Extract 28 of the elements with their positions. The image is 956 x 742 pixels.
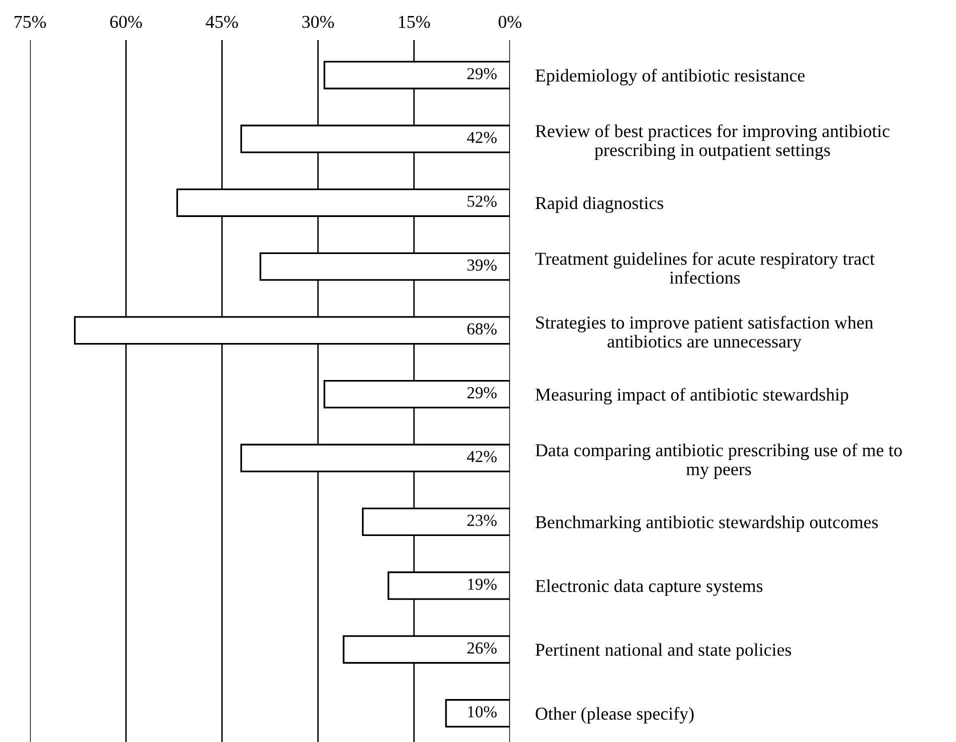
x-tick-label: 75%	[14, 16, 46, 28]
data-label: 29%	[467, 68, 497, 80]
x-tick-label: 15%	[399, 16, 430, 28]
x-tick-label: 0%	[498, 16, 522, 28]
data-label: 39%	[467, 259, 497, 271]
data-label: 29%	[467, 387, 497, 398]
data-label: 23%	[467, 514, 497, 526]
data-label: 19%	[468, 578, 497, 590]
y-tick-label: Treatment guidelines for acute respiratory tract infections	[535, 252, 875, 284]
data-label: 26%	[467, 642, 497, 654]
data-label: 52%	[468, 196, 497, 207]
y-tick-label: Pertinent national and state policies	[536, 643, 792, 660]
y-tick-label: Benchmarking antibiotic stewardship outcomes	[536, 516, 878, 532]
y-tick-label: Epidemiology of antibiotic resistance	[536, 68, 805, 86]
y-tick-label: Measuring impact of antibiotic stewardship	[536, 388, 848, 404]
x-tick-label: 60%	[110, 16, 142, 28]
y-tick-label: Electronic data capture systems	[536, 579, 762, 596]
y-tick-label: Review of best practices for improving antibiotic prescribing in outpatient settings	[536, 124, 890, 160]
data-label: 42%	[466, 450, 497, 462]
y-tick-label: Rapid diagnostics	[536, 196, 664, 213]
y-tick-label: Strategies to improve patient satisfaction when antibiotics are unnecessary	[536, 316, 874, 352]
y-tick-label: Other (please specify)	[536, 706, 694, 724]
data-label: 42%	[466, 132, 497, 144]
y-tick-label: Data comparing antibiotic prescribing use of me to my peers	[536, 443, 902, 480]
data-label: 68%	[467, 323, 497, 335]
x-tick-label: 45%	[206, 16, 238, 28]
x-tick-label: 30%	[302, 16, 334, 28]
data-label: 10%	[468, 706, 497, 718]
